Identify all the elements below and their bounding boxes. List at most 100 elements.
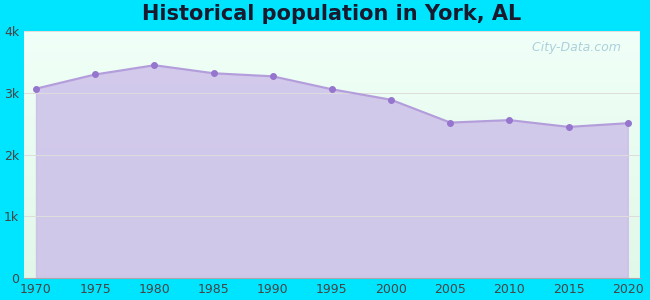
Bar	[24, 58, 640, 60]
Bar	[24, 274, 640, 275]
Bar	[24, 32, 640, 34]
Bar	[24, 142, 640, 143]
Bar	[24, 205, 640, 206]
Bar	[24, 145, 640, 146]
Bar	[24, 261, 640, 262]
Bar	[24, 91, 640, 92]
Bar	[24, 212, 640, 213]
Title: Historical population in York, AL: Historical population in York, AL	[142, 4, 521, 24]
Bar	[24, 200, 640, 202]
Bar	[24, 154, 640, 156]
Bar	[24, 130, 640, 131]
Bar	[24, 112, 640, 113]
Bar	[24, 199, 640, 200]
Bar	[24, 224, 640, 225]
Bar	[24, 134, 640, 135]
Bar	[24, 83, 640, 84]
Bar	[24, 97, 640, 98]
Bar	[24, 246, 640, 247]
Bar	[24, 38, 640, 39]
Bar	[24, 177, 640, 178]
Bar	[24, 52, 640, 53]
Bar	[24, 225, 640, 226]
Bar	[24, 74, 640, 76]
Bar	[24, 39, 640, 40]
Bar	[24, 230, 640, 231]
Bar	[24, 82, 640, 83]
Bar	[24, 176, 640, 177]
Bar	[24, 204, 640, 205]
Bar	[24, 156, 640, 157]
Bar	[24, 194, 640, 195]
Bar	[24, 57, 640, 59]
Bar	[24, 264, 640, 266]
Bar	[24, 114, 640, 115]
Bar	[24, 253, 640, 254]
Bar	[24, 195, 640, 196]
Bar	[24, 132, 640, 134]
Bar	[24, 115, 640, 116]
Bar	[24, 73, 640, 74]
Bar	[24, 66, 640, 67]
Bar	[24, 84, 640, 86]
Bar	[24, 76, 640, 77]
Bar	[24, 137, 640, 139]
Bar	[24, 31, 640, 32]
Bar	[24, 181, 640, 182]
Bar	[24, 196, 640, 198]
Bar	[24, 187, 640, 188]
Bar	[24, 238, 640, 240]
Bar	[24, 206, 640, 208]
Bar	[24, 227, 640, 229]
Bar	[24, 99, 640, 100]
Bar	[24, 263, 640, 264]
Bar	[24, 167, 640, 168]
Bar	[24, 129, 640, 130]
Bar	[24, 243, 640, 245]
Bar	[24, 53, 640, 55]
Bar	[24, 46, 640, 47]
Bar	[24, 179, 640, 181]
Bar	[24, 118, 640, 119]
Bar	[24, 131, 640, 132]
Bar	[24, 40, 640, 41]
Bar	[24, 56, 640, 57]
Bar	[24, 251, 640, 252]
Bar	[24, 50, 640, 51]
Bar	[24, 125, 640, 126]
Bar	[24, 60, 640, 61]
Bar	[24, 36, 640, 38]
Bar	[24, 35, 640, 36]
Bar	[24, 209, 640, 210]
Bar	[24, 229, 640, 230]
Bar	[24, 119, 640, 120]
Bar	[24, 203, 640, 204]
Bar	[24, 242, 640, 243]
Text: City-Data.com: City-Data.com	[525, 41, 621, 54]
Bar	[24, 234, 640, 235]
Bar	[24, 241, 640, 242]
Bar	[24, 268, 640, 269]
Bar	[24, 85, 640, 87]
Bar	[24, 70, 640, 71]
Bar	[24, 254, 640, 256]
Bar	[24, 78, 640, 80]
Bar	[24, 98, 640, 99]
Bar	[24, 92, 640, 93]
Bar	[24, 104, 640, 105]
Bar	[24, 151, 640, 152]
Bar	[24, 139, 640, 140]
Bar	[24, 208, 640, 209]
Bar	[24, 248, 640, 250]
Bar	[24, 258, 640, 260]
Bar	[24, 185, 640, 187]
Bar	[24, 51, 640, 52]
Bar	[24, 163, 640, 164]
Bar	[24, 106, 640, 108]
Bar	[24, 210, 640, 212]
Bar	[24, 89, 640, 91]
Bar	[24, 231, 640, 232]
Bar	[24, 140, 640, 141]
Bar	[24, 182, 640, 183]
Bar	[24, 72, 640, 73]
